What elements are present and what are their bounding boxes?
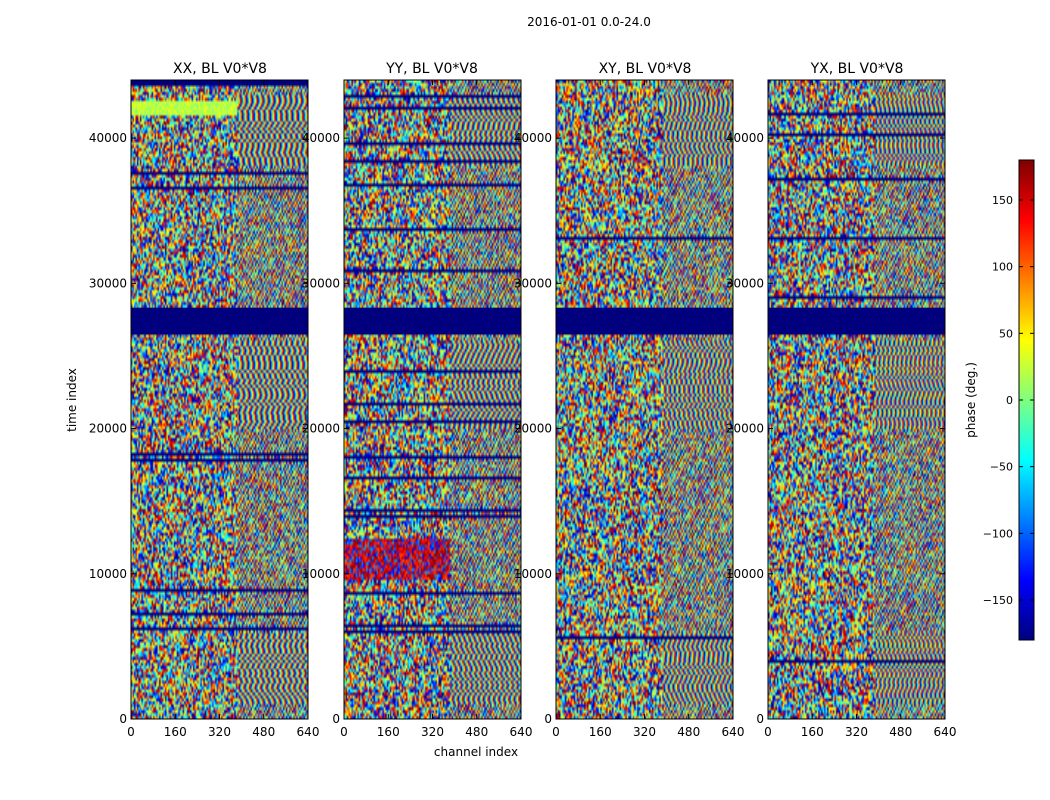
panel-yy: YY, BL V0*V8 0 160 320 480 640 0 10000 20000 300… [302, 61, 533, 739]
x-tick-label: 640 [510, 725, 533, 739]
x-tick-label: 640 [934, 725, 957, 739]
y-tick-label: 20000 [726, 422, 764, 436]
x-tick-label: 0 [127, 725, 135, 739]
x-tick-label: 480 [252, 725, 275, 739]
flagged-band [556, 312, 733, 335]
y-tick-label: 30000 [514, 276, 552, 290]
panel-title-xy: XY, BL V0*V8 [599, 61, 692, 77]
panel-xy: XY, BL V0*V8 0 160 320 480 640 0 10000 20000 300… [514, 61, 745, 739]
phase-image [556, 80, 733, 719]
suptitle: 2016-01-01 0.0-24.0 [527, 15, 651, 29]
x-tick-label: 480 [889, 725, 912, 739]
y-tick-label: 40000 [302, 131, 340, 145]
x-tick-label: 0 [764, 725, 772, 739]
phase-image [131, 80, 308, 719]
y-tick-label: 10000 [302, 567, 340, 581]
y-tick-label: 0 [544, 712, 552, 726]
x-tick-label: 160 [589, 725, 612, 739]
colorbar: phase (deg.) −150 −100 −50 0 50 100 150 [964, 159, 1035, 641]
flagged-band [768, 312, 945, 335]
panel-yx: YX, BL V0*V8 0 160 320 480 640 0 10000 20000 300… [726, 61, 957, 739]
x-tick-label: 480 [677, 725, 700, 739]
y-tick-label: 10000 [726, 567, 764, 581]
x-tick-label: 160 [164, 725, 187, 739]
x-axis-label: channel index [434, 745, 518, 759]
y-tick-label: 40000 [89, 131, 127, 145]
y-tick-label: 20000 [302, 422, 340, 436]
colorbar-tick-label: 50 [999, 327, 1013, 340]
y-tick-label: 0 [119, 712, 127, 726]
x-tick-label: 640 [722, 725, 745, 739]
y-tick-label: 20000 [89, 422, 127, 436]
flagged-band [344, 308, 521, 317]
flagged-band [556, 308, 733, 317]
colorbar-tick-label: −50 [990, 461, 1013, 474]
x-tick-label: 0 [340, 725, 348, 739]
colorbar-tick-label: 100 [992, 261, 1013, 274]
y-tick-label: 40000 [514, 131, 552, 145]
x-tick-label: 320 [845, 725, 868, 739]
y-tick-label: 30000 [302, 276, 340, 290]
x-tick-label: 0 [552, 725, 560, 739]
y-tick-label: 0 [332, 712, 340, 726]
panel-title-yy: YY, BL V0*V8 [385, 61, 478, 77]
y-tick-label: 30000 [726, 276, 764, 290]
y-tick-label: 30000 [89, 276, 127, 290]
flagged-band [768, 308, 945, 317]
y-tick-label: 20000 [514, 422, 552, 436]
x-tick-label: 160 [801, 725, 824, 739]
panel-title-xx: XX, BL V0*V8 [173, 61, 267, 77]
flagged-band [344, 312, 521, 335]
x-tick-label: 480 [465, 725, 488, 739]
phase-image [768, 80, 945, 719]
colorbar-tick-label: 0 [1006, 394, 1013, 407]
flagged-band [131, 308, 308, 317]
x-tick-label: 320 [421, 725, 444, 739]
colorbar-tick-label: 150 [992, 194, 1013, 207]
y-axis-label: time index [65, 368, 79, 432]
panel-title-yx: YX, BL V0*V8 [810, 61, 904, 77]
x-tick-label: 320 [208, 725, 231, 739]
colorbar-tick-label: −150 [983, 594, 1013, 607]
flagged-band [131, 312, 308, 335]
y-tick-label: 0 [756, 712, 764, 726]
phase-image [344, 80, 521, 719]
y-tick-label: 40000 [726, 131, 764, 145]
x-tick-label: 640 [297, 725, 320, 739]
colorbar-tick-label: −100 [983, 527, 1013, 540]
colorbar-label: phase (deg.) [964, 362, 978, 438]
x-tick-label: 320 [633, 725, 656, 739]
panel-xx: XX, BL V0*V8 0 160 320 480 640 0 10000 20000 300… [89, 61, 320, 739]
x-tick-label: 160 [377, 725, 400, 739]
y-tick-label: 10000 [514, 567, 552, 581]
y-tick-label: 10000 [89, 567, 127, 581]
